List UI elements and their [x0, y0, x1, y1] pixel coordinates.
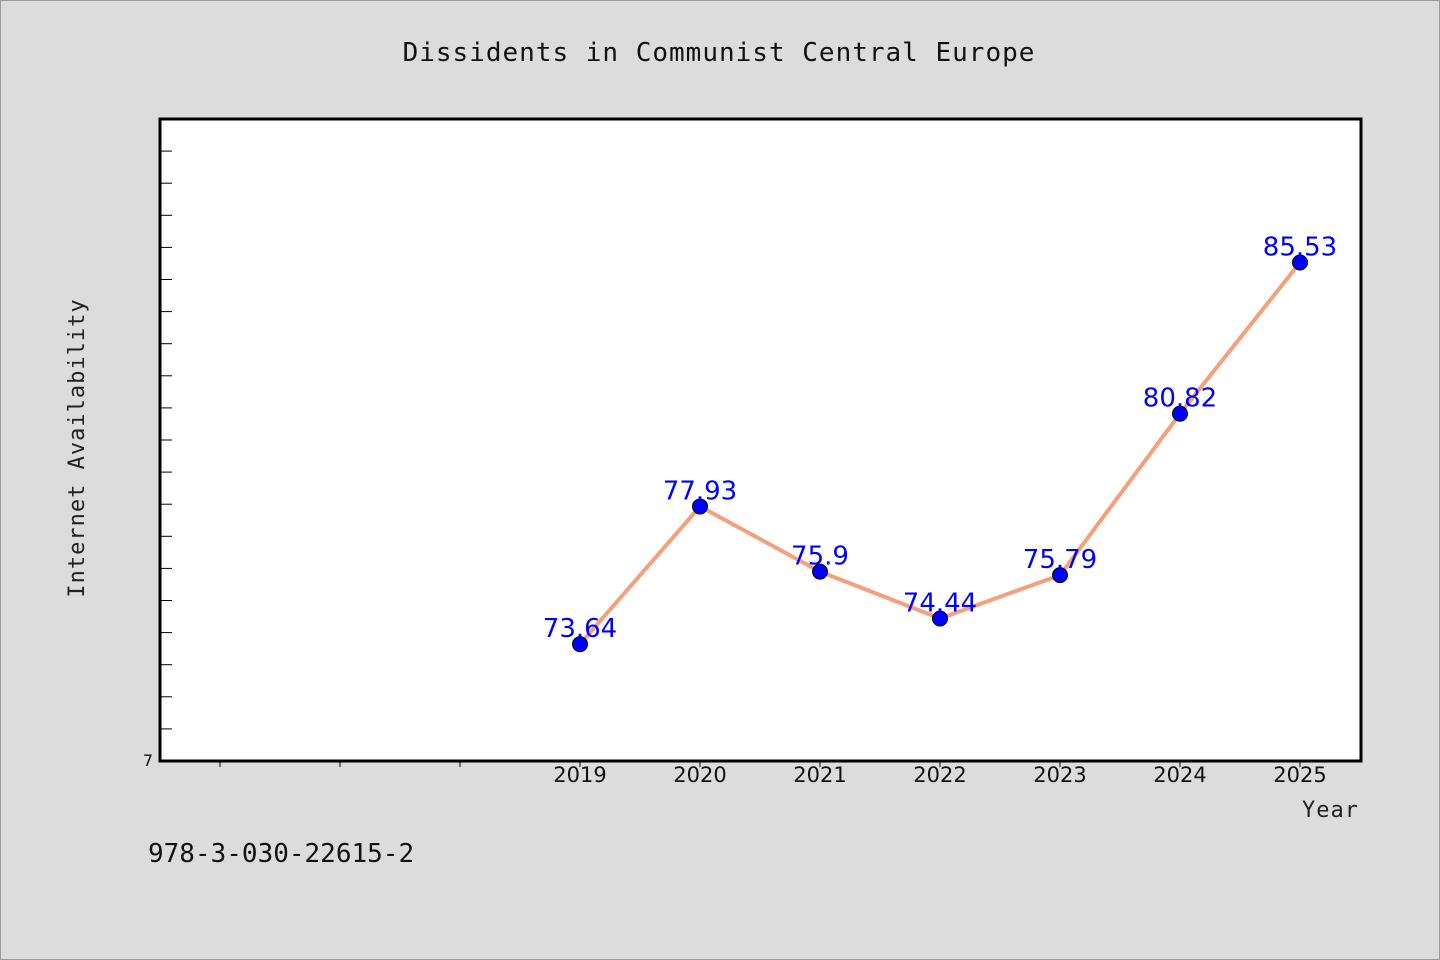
data-labels: 73.64 77.93 75.9 74.44 75.79 80.82 85.53	[543, 232, 1337, 644]
data-label: 73.64	[543, 614, 617, 644]
data-label: 75.9	[791, 542, 849, 572]
x-tick-label: 2022	[913, 763, 966, 787]
data-label: 77.93	[663, 476, 737, 506]
x-tick-label: 2020	[673, 763, 726, 787]
chart-title: Dissidents in Communist Central Europe	[403, 38, 1036, 68]
data-label: 80.82	[1143, 384, 1217, 414]
x-axis-label: Year	[1302, 798, 1359, 823]
x-tick-label: 2019	[553, 763, 606, 787]
x-tick-label: 2023	[1033, 763, 1086, 787]
y-tick-label: 7	[143, 751, 153, 770]
data-label: 74.44	[903, 588, 977, 618]
data-label: 85.53	[1263, 232, 1337, 262]
data-point	[812, 563, 828, 580]
x-tick-label: 2024	[1153, 763, 1206, 787]
data-point	[1052, 567, 1068, 584]
x-axis-ticks	[219, 761, 1301, 767]
isbn-label: 978-3-030-22615-2	[148, 839, 414, 869]
data-label: 75.79	[1023, 545, 1097, 575]
x-tick-label: 2025	[1273, 763, 1326, 787]
data-point	[932, 610, 948, 627]
y-axis-ticks	[160, 150, 172, 762]
data-point	[1292, 254, 1308, 271]
data-point	[572, 636, 588, 653]
series-markers	[572, 254, 1308, 653]
x-tick-label: 2021	[793, 763, 846, 787]
x-tick-labels: 2019 2020 2021 2022 2023 2024 2025	[553, 763, 1326, 787]
plot-area	[158, 117, 1363, 763]
y-axis-label: Internet Availability	[65, 298, 90, 597]
data-point	[1172, 405, 1188, 422]
data-point	[692, 498, 708, 515]
